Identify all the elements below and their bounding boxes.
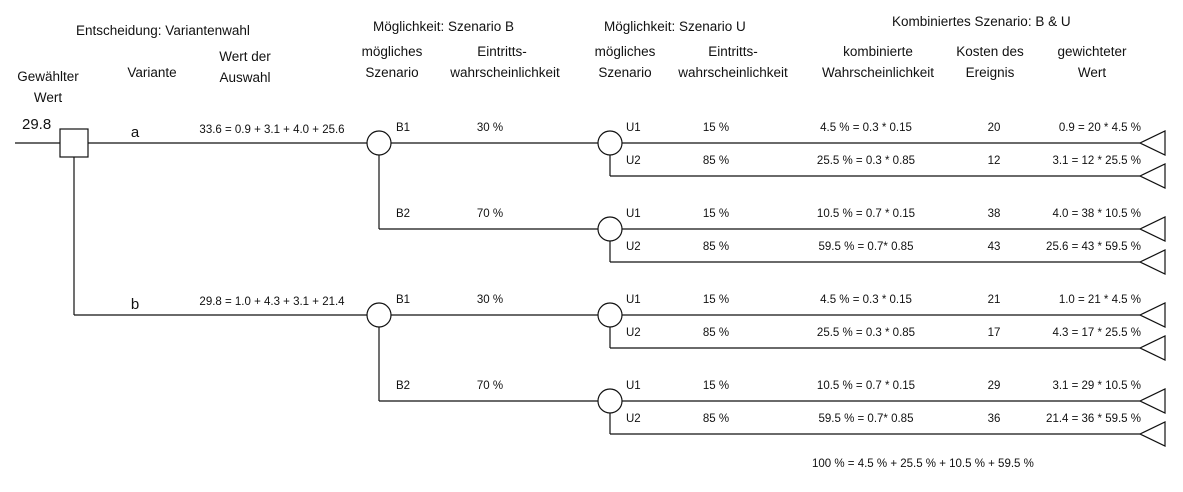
end-node-triangle — [1138, 249, 1166, 275]
b-probability: 70 % — [477, 380, 503, 392]
end-node-triangle — [1138, 302, 1166, 328]
col-event-cost-line2: Ereignis — [966, 65, 1015, 80]
end-node-triangle — [1138, 130, 1166, 156]
decision-node — [59, 128, 89, 158]
end-node-triangle — [1138, 421, 1166, 447]
event-cost: 43 — [988, 241, 1001, 253]
col-combined-probability-line1: kombinierte — [843, 44, 913, 59]
b-scenario-label: B2 — [396, 208, 410, 220]
u-scenario-label: U1 — [626, 208, 641, 220]
chance-node-u — [597, 130, 623, 156]
col-variant: Variante — [127, 65, 176, 80]
col-combined-probability-line2: Wahrscheinlichkeit — [822, 65, 934, 80]
end-node-triangle — [1138, 163, 1166, 189]
combined-probability: 10.5 % = 0.7 * 0.15 — [817, 380, 915, 392]
end-node-triangle — [1138, 216, 1166, 242]
combined-probability: 59.5 % = 0.7* 0.85 — [819, 413, 914, 425]
weighted-value: 3.1 = 12 * 25.5 % — [1052, 155, 1141, 167]
variant-value: 29.8 = 1.0 + 4.3 + 3.1 + 21.4 — [199, 296, 345, 308]
col-weighted-value-line2: Wert — [1078, 65, 1107, 80]
b-scenario-label: B1 — [396, 122, 410, 134]
u-scenario-label: U1 — [626, 122, 641, 134]
u-scenario-label: U1 — [626, 380, 641, 392]
col-chosen-value-line2: Wert — [34, 90, 63, 105]
event-cost: 38 — [988, 208, 1001, 220]
chance-node-u — [597, 216, 623, 242]
u-probability: 15 % — [703, 122, 729, 134]
b-scenario-label: B1 — [396, 294, 410, 306]
event-cost: 20 — [988, 122, 1001, 134]
u-probability: 85 % — [703, 327, 729, 339]
combined-probability: 59.5 % = 0.7* 0.85 — [819, 241, 914, 253]
col-event-cost-line1: Kosten des — [956, 44, 1024, 59]
end-node-triangle — [1138, 335, 1166, 361]
u-scenario-label: U2 — [626, 327, 641, 339]
u-scenario-label: U2 — [626, 413, 641, 425]
weighted-value: 1.0 = 21 * 4.5 % — [1059, 294, 1141, 306]
combined-probability: 4.5 % = 0.3 * 0.15 — [820, 122, 912, 134]
col-chosen-value-line1: Gewählter — [17, 69, 79, 84]
b-probability: 30 % — [477, 122, 503, 134]
combined-probability: 25.5 % = 0.3 * 0.85 — [817, 327, 915, 339]
event-cost: 36 — [988, 413, 1001, 425]
event-cost: 12 — [988, 155, 1001, 167]
chance-node-b — [366, 302, 392, 328]
col-probability-u-line1: Eintritts- — [708, 44, 758, 59]
chosen-value: 29.8 — [22, 116, 51, 133]
combined-probability: 4.5 % = 0.3 * 0.15 — [820, 294, 912, 306]
footer-probability-sum: 100 % = 4.5 % + 25.5 % + 10.5 % + 59.5 % — [812, 458, 1034, 470]
weighted-value: 21.4 = 36 * 59.5 % — [1046, 413, 1141, 425]
header-decision: Entscheidung: Variantenwahl — [76, 23, 250, 38]
variant-value: 33.6 = 0.9 + 3.1 + 4.0 + 25.6 — [199, 124, 344, 136]
tree-structure: a 33.6 = 0.9 + 3.1 + 4.0 + 25.6 B1 30 % U1 15… — [15, 122, 1166, 447]
col-possible-scenario-b-line1: mögliches — [362, 44, 423, 59]
header-combined: Kombiniertes Szenario: B & U — [892, 14, 1071, 29]
u-probability: 15 % — [703, 294, 729, 306]
u-scenario-label: U2 — [626, 241, 641, 253]
col-probability-u-line2: wahrscheinlichkeit — [677, 65, 788, 80]
combined-probability: 25.5 % = 0.3 * 0.85 — [817, 155, 915, 167]
u-probability: 85 % — [703, 241, 729, 253]
col-weighted-value-line1: gewichteter — [1057, 44, 1127, 59]
u-scenario-label: U2 — [626, 155, 641, 167]
col-probability-b-line1: Eintritts- — [477, 44, 527, 59]
u-probability: 85 % — [703, 413, 729, 425]
u-probability: 15 % — [703, 208, 729, 220]
variant-label: a — [131, 124, 140, 141]
chance-node-u — [597, 388, 623, 414]
weighted-value: 3.1 = 29 * 10.5 % — [1052, 380, 1141, 392]
b-probability: 70 % — [477, 208, 503, 220]
u-probability: 85 % — [703, 155, 729, 167]
weighted-value: 0.9 = 20 * 4.5 % — [1059, 122, 1141, 134]
combined-probability: 10.5 % = 0.7 * 0.15 — [817, 208, 915, 220]
header-possibility-u: Möglichkeit: Szenario U — [604, 19, 746, 34]
u-probability: 15 % — [703, 380, 729, 392]
col-possible-scenario-u-line1: mögliches — [595, 44, 656, 59]
col-possible-scenario-u-line2: Szenario — [598, 65, 651, 80]
variant-label: b — [131, 296, 139, 313]
col-possible-scenario-b-line2: Szenario — [365, 65, 418, 80]
weighted-value: 4.3 = 17 * 25.5 % — [1052, 327, 1141, 339]
col-value-of-choice-line1: Wert der — [219, 49, 271, 64]
event-cost: 21 — [988, 294, 1001, 306]
chance-node-b — [366, 130, 392, 156]
weighted-value: 25.6 = 43 * 59.5 % — [1046, 241, 1141, 253]
chance-node-u — [597, 302, 623, 328]
col-value-of-choice-line2: Auswahl — [219, 70, 270, 85]
header-possibility-b: Möglichkeit: Szenario B — [373, 19, 514, 34]
b-scenario-label: B2 — [396, 380, 410, 392]
end-node-triangle — [1138, 388, 1166, 414]
col-probability-b-line2: wahrscheinlichkeit — [449, 65, 560, 80]
b-probability: 30 % — [477, 294, 503, 306]
event-cost: 17 — [988, 327, 1001, 339]
weighted-value: 4.0 = 38 * 10.5 % — [1052, 208, 1141, 220]
u-scenario-label: U1 — [626, 294, 641, 306]
event-cost: 29 — [988, 380, 1001, 392]
